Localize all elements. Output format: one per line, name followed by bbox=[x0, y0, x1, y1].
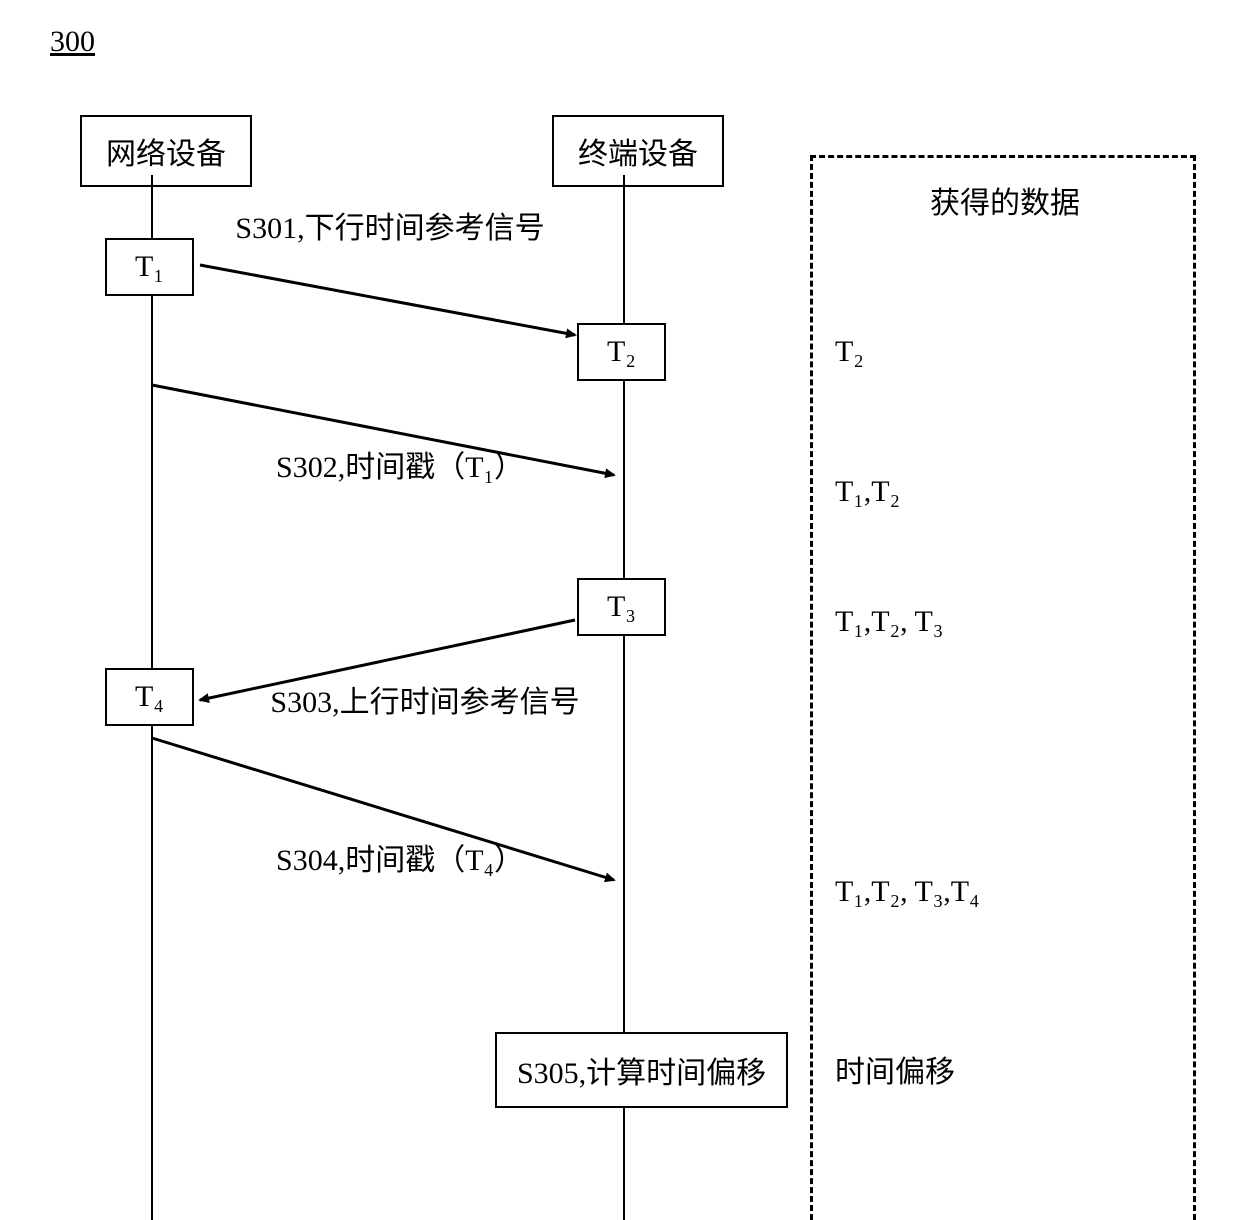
event-t2: T₂ bbox=[577, 323, 666, 381]
event-t3: T₃ bbox=[577, 578, 666, 636]
event-t1-label: T₁ bbox=[135, 250, 164, 283]
data-row-3: T₁,T₂, T₃ bbox=[835, 605, 943, 639]
event-t4: T₄ bbox=[105, 668, 194, 726]
final-step-box: S305,计算时间偏移 bbox=[495, 1032, 788, 1108]
data-row-1: T₂ bbox=[835, 335, 864, 369]
arrow-s304-text: S304,时间戳（T₄） bbox=[276, 844, 524, 877]
data-row-4: T₁,T₂, T₃,T₄ bbox=[835, 875, 980, 909]
lifeline-terminal-box: 终端设备 bbox=[552, 115, 724, 187]
event-t3-label: T₃ bbox=[607, 590, 636, 623]
data-row-2: T₁,T₂ bbox=[835, 475, 900, 509]
event-t2-label: T₂ bbox=[607, 335, 636, 368]
arrow-s301-text: S301,下行时间参考信号 bbox=[235, 212, 544, 245]
lifeline-network-box: 网络设备 bbox=[80, 115, 252, 187]
data-row-5: 时间偏移 bbox=[835, 1047, 955, 1091]
lifeline-terminal-label: 终端设备 bbox=[578, 138, 698, 171]
lifeline-network-label: 网络设备 bbox=[106, 138, 226, 171]
arrow-s303-text: S303,上行时间参考信号 bbox=[270, 686, 579, 719]
event-t4-label: T₄ bbox=[135, 680, 164, 713]
arrow-s302-text: S302,时间戳（T₁） bbox=[276, 451, 524, 484]
event-t1: T₁ bbox=[105, 238, 194, 296]
data-panel-title: 获得的数据 bbox=[930, 178, 1080, 222]
diagram-number: 300 bbox=[50, 25, 95, 59]
final-step-label: S305,计算时间偏移 bbox=[517, 1057, 766, 1090]
